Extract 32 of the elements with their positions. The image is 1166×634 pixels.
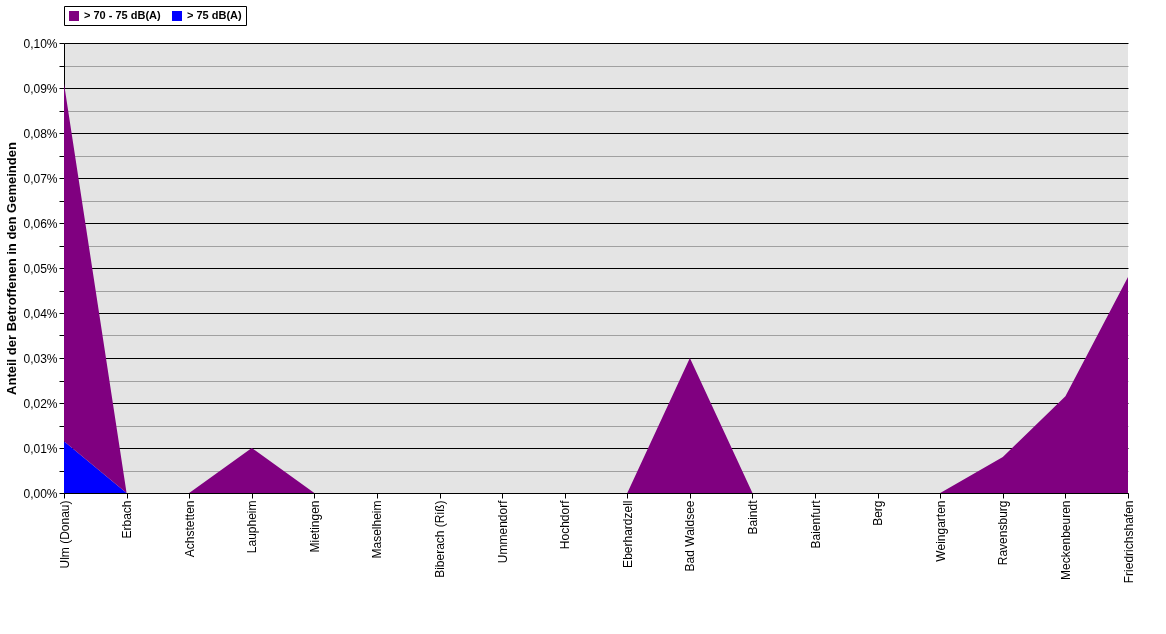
y-tick-label: 0,03% xyxy=(23,351,58,366)
y-tick-label: 0,08% xyxy=(23,126,58,141)
x-tick-label: Meckenbeuren xyxy=(1058,500,1073,580)
x-tick-label: Maselheim xyxy=(370,500,385,559)
x-tick-label: Ulm (Donau) xyxy=(57,500,72,569)
y-tick-label: 0,04% xyxy=(23,306,58,321)
y-axis-title: Anteil der Betroffenen in den Gemeinden xyxy=(4,142,20,395)
x-tick-label: Achstetten xyxy=(182,500,197,558)
y-tick-label: 0,05% xyxy=(23,261,58,276)
x-tick-label: Berg xyxy=(871,500,886,526)
x-tick-label: Friedrichshafen xyxy=(1121,500,1136,584)
x-tick-label: Baienfurt xyxy=(808,499,823,549)
y-tick-label: 0,02% xyxy=(23,396,58,411)
y-tick-label: 0,00% xyxy=(23,486,58,501)
y-tick-label: 0,06% xyxy=(23,216,58,231)
y-tick-label: 0,07% xyxy=(23,171,58,186)
x-tick-label: Ummendorf xyxy=(495,499,510,564)
y-tick-label: 0,10% xyxy=(23,36,58,51)
x-tick-label: Bad Waldsee xyxy=(683,500,698,572)
x-tick-label: Erbach xyxy=(120,500,135,539)
legend-label: > 75 dB(A) xyxy=(187,9,243,21)
y-tick-label: 0,01% xyxy=(23,441,58,456)
x-tick-label: Weingarten xyxy=(933,500,948,562)
x-tick-label: Biberach (Riß) xyxy=(433,500,448,578)
x-tick-label: Eberhardzell xyxy=(620,500,635,568)
y-tick-label: 0,09% xyxy=(23,81,58,96)
x-tick-label: Laupheim xyxy=(245,500,260,554)
legend-label: > 70 - 75 dB(A) xyxy=(84,9,162,21)
x-tick-label: Mietingen xyxy=(307,500,322,553)
x-tick-label: Hochdorf xyxy=(558,499,573,550)
x-tick-label: Ravensburg xyxy=(996,500,1011,566)
x-tick-label: Baindt xyxy=(745,499,760,535)
